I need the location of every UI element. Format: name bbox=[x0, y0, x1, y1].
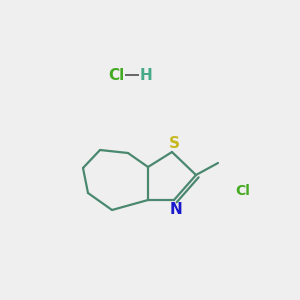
Text: S: S bbox=[169, 136, 179, 151]
Text: H: H bbox=[140, 68, 153, 82]
Text: Cl: Cl bbox=[108, 68, 124, 82]
Text: N: N bbox=[169, 202, 182, 217]
Text: Cl: Cl bbox=[235, 184, 250, 198]
